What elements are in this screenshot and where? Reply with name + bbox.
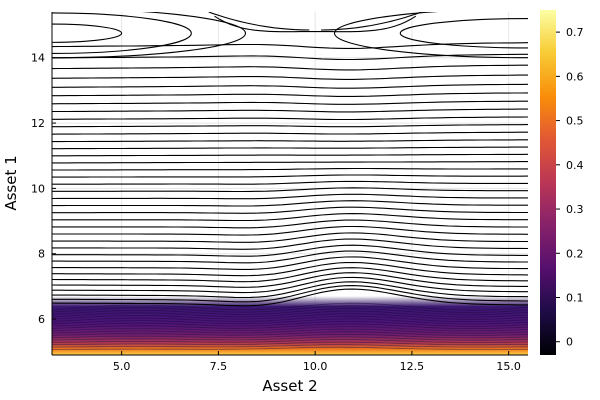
contour-ellipse — [52, 12, 246, 59]
colorbar-tick-label: 0.2 — [566, 247, 584, 260]
y-tick-label: 14 — [31, 52, 45, 65]
contour-ellipse — [52, 12, 192, 55]
contour-line — [52, 281, 528, 299]
y-tick-label: 8 — [38, 248, 45, 261]
contour-line — [52, 200, 528, 207]
x-tick-label: 7.5 — [210, 360, 228, 373]
contour-line — [214, 15, 417, 33]
colorbar-tick-label: 0.5 — [566, 115, 584, 128]
plot-area: 5.0 7.5 10.0 12.5 15.0 6 8 10 12 14 — [31, 12, 528, 373]
contour-line — [52, 193, 528, 200]
band-contour-line — [52, 307, 528, 316]
band-contour-line — [52, 346, 528, 350]
contour-line — [52, 261, 528, 277]
x-tick-label: 15.0 — [496, 360, 521, 373]
band-contour-line — [52, 344, 528, 348]
band-contour-line — [52, 326, 528, 332]
contour-line — [52, 288, 528, 307]
band-contour-line — [52, 302, 528, 311]
contour-line — [52, 219, 528, 229]
contour-line — [52, 225, 528, 236]
contour-line — [52, 64, 528, 71]
band-contour-line — [52, 328, 528, 334]
contour-ellipse — [399, 17, 528, 49]
band-contour-line — [52, 310, 528, 318]
contour-ellipse — [334, 12, 528, 59]
contour-line — [52, 238, 528, 250]
contour-line — [52, 167, 528, 171]
contour-line — [52, 174, 528, 178]
contour-line — [52, 256, 528, 270]
contour-line — [52, 153, 528, 157]
colorbar-tick-label: 0.4 — [566, 159, 584, 172]
x-tick-label: 12.5 — [400, 360, 425, 373]
contour-line — [52, 116, 528, 121]
band-contour-lines — [52, 302, 528, 350]
contour-line — [52, 285, 528, 303]
colorbar-tick-label: 0.7 — [566, 26, 584, 39]
x-tick-label: 10.0 — [303, 360, 328, 373]
band-contour-line — [52, 313, 528, 320]
contour-line — [52, 250, 528, 264]
contour-line — [52, 131, 528, 135]
contour-line — [52, 124, 528, 128]
contour-lines — [52, 12, 528, 307]
band-contour-line — [52, 318, 528, 325]
contour-line — [52, 42, 528, 49]
colorbar-tick-label: 0.3 — [566, 203, 584, 216]
contour-ellipse — [52, 23, 123, 43]
x-tick-label: 5.0 — [113, 360, 131, 373]
contour-line — [52, 92, 528, 97]
contour-line — [52, 180, 528, 185]
contour-line — [52, 206, 528, 214]
band-contour-line — [52, 333, 528, 339]
band-contour-line — [52, 336, 528, 341]
y-axis-label: Asset 1 — [2, 155, 20, 210]
contour-line — [52, 100, 528, 105]
x-ticks: 5.0 7.5 10.0 12.5 15.0 — [113, 351, 521, 373]
contour-line — [52, 146, 528, 150]
contour-line — [52, 83, 528, 89]
band-contour-line — [52, 315, 528, 323]
y-tick-label: 12 — [31, 117, 45, 130]
contour-line — [52, 139, 528, 143]
band-contour-line — [52, 339, 528, 343]
contour-line — [52, 187, 528, 193]
colorbar-tick-label: 0.1 — [566, 292, 584, 305]
contour-line — [52, 161, 528, 164]
colorbar-ticks: 0 0.1 0.2 0.3 0.4 0.5 0.6 0.7 — [556, 26, 584, 349]
contour-line — [52, 267, 528, 283]
colorbar: 0 0.1 0.2 0.3 0.4 0.5 0.6 0.7 — [540, 10, 584, 355]
contour-line — [52, 74, 528, 80]
y-ticks: 6 8 10 12 14 — [31, 52, 56, 326]
contour-line — [52, 276, 528, 294]
colorbar-gradient — [540, 10, 556, 355]
band-contour-line — [52, 305, 528, 313]
band-contour-line — [52, 331, 528, 337]
band-contour-line — [52, 341, 528, 346]
colorbar-tick-label: 0.6 — [566, 70, 584, 83]
contour-line — [52, 272, 528, 288]
contour-line — [52, 244, 528, 257]
y-tick-label: 10 — [31, 182, 45, 195]
contour-line — [320, 12, 422, 31]
y-tick-label: 6 — [38, 313, 45, 326]
contour-line — [52, 108, 528, 113]
contour-line — [52, 213, 528, 222]
contour-line — [208, 12, 310, 31]
contour-line — [52, 232, 528, 243]
band-contour-line — [52, 320, 528, 327]
band-contour-line — [52, 323, 528, 329]
x-axis-label: Asset 2 — [262, 377, 317, 395]
colorbar-tick-label: 0 — [566, 336, 573, 349]
